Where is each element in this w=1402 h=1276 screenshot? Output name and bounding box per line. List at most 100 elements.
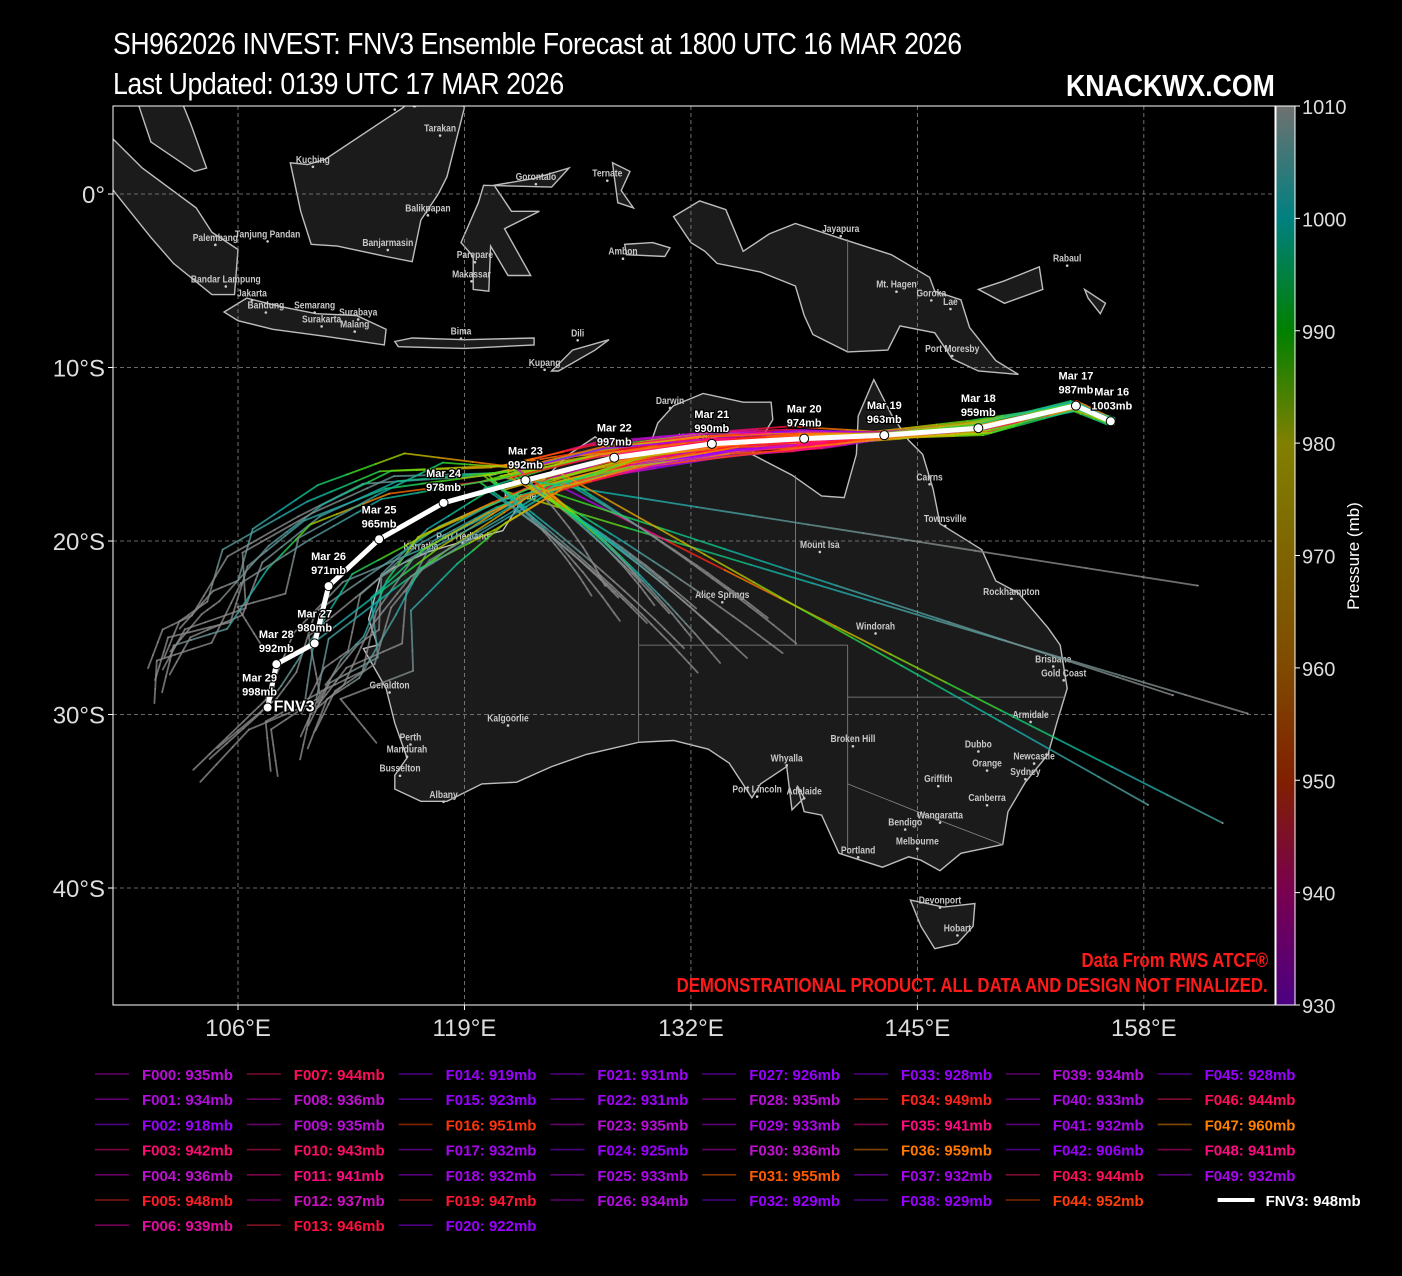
- ensemble-track-segment: [664, 451, 696, 460]
- city-marker: [264, 311, 268, 314]
- city-marker: [534, 182, 538, 186]
- city-marker: [802, 797, 806, 800]
- legend-item: F042: 906mb: [1005, 1143, 1144, 1160]
- city-marker: [214, 243, 217, 247]
- ensemble-track-segment: [568, 542, 582, 554]
- ensemble-track-segment: [542, 530, 553, 538]
- ensemble-track-segment: [272, 744, 277, 762]
- track-point-marker: [609, 452, 620, 463]
- ensemble-track-segment: [190, 613, 203, 628]
- ensemble-track-segment: [454, 534, 479, 551]
- ensemble-track-segment: [629, 552, 639, 561]
- ensemble-track-segment: [267, 531, 288, 547]
- city-label: Kalgoorlie: [487, 713, 529, 724]
- ensemble-track-segment: [586, 552, 592, 561]
- city-label: Makassar: [452, 269, 491, 280]
- legend-label: F021: 931mb: [597, 1067, 688, 1084]
- city-marker: [576, 338, 579, 342]
- ensemble-track-segment: [167, 631, 190, 639]
- city-marker: [903, 828, 907, 831]
- ensemble-track-segment: [318, 503, 347, 518]
- ensemble-track-segment: [537, 453, 572, 464]
- ensemble-track-segment: [555, 536, 569, 548]
- city-label: Busselton: [379, 763, 420, 774]
- ensemble-track-segment: [723, 548, 782, 569]
- city-marker: [1062, 679, 1066, 682]
- ensemble-track-segment: [453, 517, 477, 531]
- ensemble-track-segment: [572, 516, 582, 525]
- city-label: Mandurah: [387, 744, 428, 755]
- legend-label: F005: 948mb: [142, 1193, 233, 1210]
- ensemble-track-segment: [569, 562, 576, 571]
- ensemble-track-segment: [578, 575, 585, 584]
- city-label: Whyalla: [771, 753, 804, 764]
- ensemble-track-segment: [719, 606, 735, 618]
- ensemble-track-segment: [727, 587, 740, 597]
- ensemble-track-segment: [547, 500, 555, 510]
- track-point-date: Mar 25: [362, 504, 397, 516]
- ensemble-track-segment: [220, 583, 231, 589]
- ensemble-track-segment: [1115, 676, 1174, 697]
- landmass: [672, 200, 1019, 376]
- ensemble-track-segment: [725, 638, 738, 650]
- ensemble-track-segment: [542, 491, 553, 500]
- ensemble-track-segment: [199, 763, 218, 783]
- ensemble-track-segment: [615, 546, 628, 557]
- ensemble-track-segment: [596, 438, 630, 444]
- ensemble-track-segment: [582, 546, 588, 555]
- ensemble-track-segment: [340, 573, 354, 593]
- ensemble-track-segment: [156, 628, 164, 644]
- ensemble-track-segment: [807, 523, 865, 535]
- city-marker: [1010, 597, 1013, 601]
- ensemble-track-segment: [678, 652, 690, 664]
- ensemble-track-segment: [307, 682, 318, 700]
- ensemble-track-segment: [671, 451, 707, 460]
- ensemble-track-segment: [168, 661, 178, 676]
- ensemble-track-segment: [335, 657, 348, 673]
- track-point-date: Mar 20: [787, 404, 822, 416]
- ensemble-track-segment: [610, 533, 627, 544]
- ensemble-track-segment: [241, 551, 245, 572]
- ensemble-track-segment: [593, 535, 602, 544]
- ensemble-track-segment: [153, 688, 157, 705]
- ensemble-track-segment: [618, 546, 631, 556]
- ensemble-track-segment: [475, 511, 506, 532]
- ensemble-track-segment: [1055, 737, 1113, 768]
- ensemble-track-segment: [214, 555, 229, 577]
- track-point-marker: [879, 430, 890, 441]
- ensemble-track-segment: [618, 554, 631, 566]
- ensemble-track-segment: [472, 535, 491, 552]
- colorbar-tick-label: 940: [1302, 884, 1335, 906]
- city-label: Darwin: [656, 395, 685, 406]
- ensemble-track-segment: [322, 492, 347, 506]
- ensemble-track-segment: [323, 508, 351, 525]
- ensemble-track-segment: [284, 705, 306, 716]
- ensemble-track-segment: [432, 548, 457, 564]
- ensemble-track-segment: [505, 462, 540, 473]
- legend: F000: 935mb F001: 934mb F002: 918mb F003: 9…: [95, 1067, 1361, 1235]
- city-label: Brisbane: [1035, 654, 1071, 665]
- city-marker: [470, 279, 473, 283]
- legend-label: F049: 932mb: [1205, 1168, 1296, 1185]
- ensemble-track-segment: [597, 572, 603, 581]
- ensemble-track-segment: [225, 720, 245, 739]
- ensemble-track-segment: [323, 638, 330, 660]
- ensemble-track-segment: [605, 547, 614, 556]
- ensemble-track-segment: [567, 474, 599, 486]
- landmass: [549, 339, 610, 372]
- landmass: [623, 241, 672, 258]
- city-label: Melbourne: [896, 836, 939, 847]
- ensemble-track-segment: [891, 602, 950, 623]
- legend-label: F025: 933mb: [597, 1168, 688, 1185]
- legend-label: F034: 949mb: [901, 1092, 992, 1109]
- ensemble-track-segment: [316, 473, 348, 487]
- city-marker: [1065, 264, 1069, 267]
- ensemble-track-segment: [952, 434, 985, 438]
- legend-item: F045: 928mb: [1157, 1067, 1295, 1084]
- landmass: [113, 137, 239, 296]
- ensemble-track-segment: [501, 505, 522, 519]
- legend-item: F008: 936mb: [246, 1092, 385, 1109]
- ensemble-track-segment: [594, 587, 604, 598]
- ensemble-track-segment: [235, 584, 243, 605]
- ensemble-track-segment: [341, 568, 374, 583]
